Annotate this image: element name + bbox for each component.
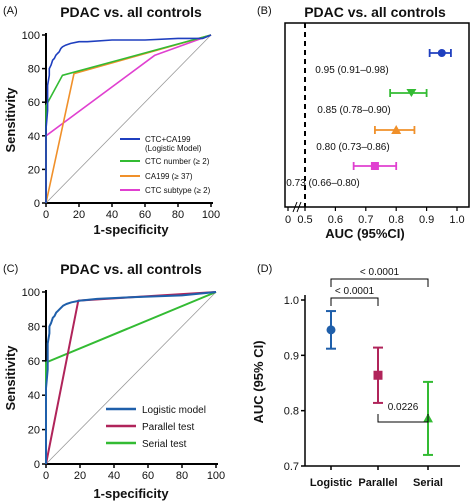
panel-a-title: PDAC vs. all controls bbox=[60, 4, 202, 20]
point-marker-0-85-0-78-0-90 bbox=[406, 89, 417, 97]
point-marker-logistic bbox=[326, 325, 336, 335]
panel-d-label: (D) bbox=[257, 263, 272, 275]
legend-label-ca199: CA199 (≥ 37) bbox=[145, 172, 193, 181]
legend-label-logistic-model-line1: CTC+CA199 bbox=[145, 135, 191, 144]
x-tick-label: 0 bbox=[43, 470, 49, 482]
y-tick-label: 20 bbox=[28, 164, 40, 176]
y-tick-label: 0 bbox=[34, 459, 40, 471]
panel-c-ylabel: Sensitivity bbox=[3, 345, 18, 411]
legend-label-parallel: Parallel test bbox=[142, 422, 194, 433]
x-tick-label: 0.5 bbox=[297, 214, 312, 226]
y-tick-label: 20 bbox=[28, 425, 40, 437]
roc-curve-logistic-model bbox=[45, 291, 217, 464]
x-tick-label-logistic: Logistic bbox=[310, 477, 352, 489]
comparison-label-parallel-serial: 0.0226 bbox=[388, 402, 419, 413]
x-tick-label-parallel: Parallel bbox=[358, 477, 397, 489]
point-marker-parallel bbox=[373, 370, 383, 380]
x-tick-label: 100 bbox=[207, 470, 225, 482]
y-tick-label: 0.9 bbox=[284, 350, 299, 362]
roc-curve-ctc-ca199-logistic-model bbox=[45, 34, 212, 203]
point-label-0-95-0-91-0-98: 0.95 (0.91–0.98) bbox=[315, 65, 388, 76]
y-tick-label: 40 bbox=[28, 131, 40, 143]
x-tick-label: 1.0 bbox=[449, 214, 464, 226]
point-marker-0-73-0-66-0-80 bbox=[370, 162, 379, 170]
y-tick-label: 100 bbox=[22, 287, 40, 299]
y-tick-label: 60 bbox=[28, 97, 40, 109]
x-tick-label-serial: Serial bbox=[413, 477, 443, 489]
panel-d-plot-area: 0.7 0.8 0.9 1.0 Logistic Parallel Serial < 0.00… bbox=[284, 267, 460, 489]
legend-label-logistic: Logistic model bbox=[142, 405, 206, 416]
panel-a-xlabel: 1-specificity bbox=[93, 222, 169, 237]
panel-c-label: (C) bbox=[3, 263, 18, 275]
panel-c-legend: Logistic model Parallel test Serial test bbox=[106, 405, 206, 450]
y-tick-label: 40 bbox=[28, 390, 40, 402]
point-label-0-85-0-78-0-90: 0.85 (0.78–0.90) bbox=[317, 105, 390, 116]
y-tick-label: 0.7 bbox=[284, 461, 299, 473]
legend-label-ctc-subtype: CTC subtype (≥ 2) bbox=[145, 186, 211, 195]
reference-diagonal-line bbox=[45, 291, 217, 465]
point-label-0-73-0-66-0-80: 0.73 (0.66–0.80) bbox=[286, 178, 359, 189]
comparison-label-logistic-serial: < 0.0001 bbox=[360, 267, 400, 278]
x-tick-label: 0.7 bbox=[358, 214, 373, 226]
reference-diagonal-line bbox=[45, 34, 212, 204]
x-tick-label: 0 bbox=[43, 209, 49, 221]
plot-frame bbox=[284, 22, 470, 208]
x-tick-label: 100 bbox=[202, 209, 220, 221]
panel-a-label: (A) bbox=[3, 5, 18, 17]
legend-label-serial: Serial test bbox=[142, 439, 187, 450]
comparison-bracket-logistic-serial bbox=[330, 278, 429, 287]
legend-label-ctc-number: CTC number (≥ 2) bbox=[145, 157, 210, 166]
panel-b-plot-area: 0 0.5 0.6 0.7 0.8 0.9 1.0 0.95 (0.91–0.98) 0.85 … bbox=[284, 22, 470, 226]
point-label-0-80-0-73-0-86: 0.80 (0.73–0.86) bbox=[316, 142, 389, 153]
y-tick-label: 80 bbox=[28, 321, 40, 333]
point-marker-0-95-0-91-0-98 bbox=[437, 49, 446, 57]
comparison-bracket-parallel-serial bbox=[377, 414, 429, 423]
x-tick-label: 0.6 bbox=[328, 214, 343, 226]
panel-a-plot-area: 00 20 20 40 40 60 60 80 80 100 100 bbox=[22, 30, 221, 221]
y-tick-label: 60 bbox=[28, 356, 40, 368]
y-tick-label: 0 bbox=[34, 198, 40, 210]
axis-break-mark bbox=[292, 201, 298, 213]
panel-d-ylabel: AUC (95% CI) bbox=[251, 340, 266, 423]
x-tick-label: 0 bbox=[285, 214, 291, 226]
legend-label-logistic-model-line2: (Logistic Model) bbox=[145, 144, 202, 153]
x-tick-label: 40 bbox=[106, 209, 118, 221]
panel-a: (A) PDAC vs. all controls 1-specificity … bbox=[3, 4, 220, 237]
panel-b-xlabel: AUC (95%CI) bbox=[325, 226, 404, 241]
panel-d: (D) AUC (95% CI) 0.7 0.8 0.9 1.0 Logistic Par… bbox=[251, 263, 460, 489]
panel-c: (C) PDAC vs. all controls 1-specificity … bbox=[3, 261, 225, 501]
x-tick-label: 60 bbox=[139, 209, 151, 221]
panel-c-xlabel: 1-specificity bbox=[93, 486, 169, 501]
y-tick-label: 80 bbox=[28, 64, 40, 76]
x-tick-label: 0.8 bbox=[389, 214, 404, 226]
panel-b-title: PDAC vs. all controls bbox=[304, 4, 446, 20]
panel-b-label: (B) bbox=[257, 5, 272, 17]
y-tick-label: 0.8 bbox=[284, 406, 299, 418]
y-tick-label: 100 bbox=[22, 30, 40, 42]
x-tick-label: 80 bbox=[176, 470, 188, 482]
axis-break-mark bbox=[296, 201, 302, 213]
x-tick-label: 20 bbox=[74, 470, 86, 482]
y-tick-label: 1.0 bbox=[284, 295, 299, 307]
panel-c-plot-area: 00 20 20 40 40 60 60 80 80 100 100 bbox=[22, 287, 226, 482]
panel-c-title: PDAC vs. all controls bbox=[60, 261, 202, 277]
x-tick-label: 60 bbox=[142, 470, 154, 482]
panel-a-legend: CTC+CA199 (Logistic Model) CTC number (≥… bbox=[120, 135, 211, 195]
x-tick-label: 40 bbox=[108, 470, 120, 482]
point-marker-0-80-0-73-0-86 bbox=[391, 125, 402, 134]
x-tick-label: 0.9 bbox=[419, 214, 434, 226]
comparison-label-logistic-parallel: < 0.0001 bbox=[335, 286, 375, 297]
x-tick-label: 20 bbox=[73, 209, 85, 221]
comparison-bracket-logistic-parallel bbox=[330, 297, 379, 306]
panel-a-ylabel: Sensitivity bbox=[3, 87, 18, 153]
x-tick-label: 80 bbox=[172, 209, 184, 221]
